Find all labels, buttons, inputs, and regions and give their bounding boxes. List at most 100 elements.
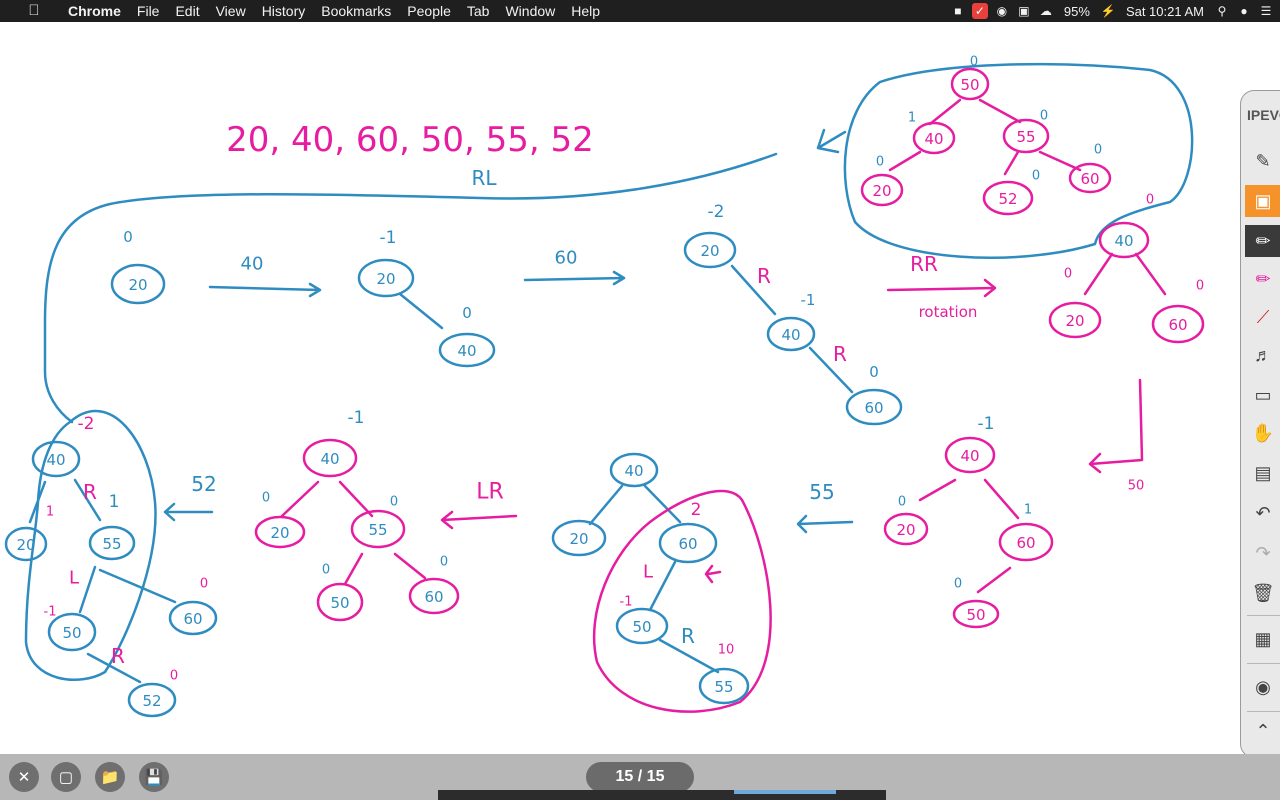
clock[interactable]: Sat 10:21 AM <box>1125 3 1204 19</box>
node-52-bl <box>127 682 177 718</box>
record-stop-icon[interactable]: ■ <box>954 4 962 18</box>
label-r-bl: R <box>83 480 97 504</box>
rotation-hint-arrow <box>704 564 722 584</box>
bf-m1-bal40: -1 <box>348 408 365 428</box>
hand-pan-icon[interactable]: ✋ <box>1251 422 1275 443</box>
node-40-r2-label: 40 <box>960 447 979 465</box>
node-50-mid <box>615 607 669 645</box>
menu-file[interactable]: File <box>136 3 160 19</box>
menu-history[interactable]: History <box>261 3 306 19</box>
handwriting-tool-icon[interactable]: ✎ <box>1255 150 1271 171</box>
snapshot-camera-icon[interactable]: ◉ <box>1255 676 1271 697</box>
edge-40-60-r2 <box>808 346 854 394</box>
spotlight-search-icon[interactable]: ⚲ <box>1217 4 1227 18</box>
close-icon[interactable]: ✕ <box>9 762 39 792</box>
edge-40-20-d <box>588 484 624 526</box>
bf-1-bl55: 1 <box>109 492 120 512</box>
bf-m1-r2: -1 <box>978 414 995 434</box>
insert-50-arrow <box>1088 378 1144 474</box>
page-indicator[interactable]: 15 / 15 <box>586 762 694 792</box>
bf-1-tr40: 1 <box>908 111 916 126</box>
edge-55-50-e <box>343 552 364 586</box>
redo-icon[interactable]: ↷ <box>1255 542 1271 563</box>
battery-percentage: 95% <box>1063 3 1090 19</box>
menu-tab[interactable]: Tab <box>466 3 490 19</box>
new-page-icon[interactable]: ▢ <box>51 762 81 792</box>
edge-40-55-f <box>73 478 102 522</box>
whiteboard-canvas[interactable]: 20, 40, 60, 50, 55, 52 RL 20 0 40 -1 20 … <box>0 22 1240 754</box>
edge-50-52-f <box>86 652 142 684</box>
label-rl: RL <box>471 166 497 190</box>
notification-center-icon[interactable]: ☰ <box>1260 4 1272 18</box>
bf-m1-row1c: -1 <box>801 291 816 309</box>
red-line-icon[interactable]: ⟋ <box>1256 306 1270 327</box>
screen-capture-icon[interactable]: ▣ <box>1018 4 1030 18</box>
node-52-tr <box>982 180 1034 216</box>
node-40-row1c-label: 40 <box>781 326 800 344</box>
node-20-bl-label: 20 <box>16 536 35 554</box>
node-50-bl <box>47 612 97 652</box>
edge-50-60-f <box>98 568 177 604</box>
toolbox-icon[interactable]: ▤ <box>1254 462 1272 483</box>
trash-icon[interactable]: 🗑 <box>1251 582 1275 603</box>
node-52-tr-label: 52 <box>998 190 1017 208</box>
menu-app-name[interactable]: Chrome <box>68 3 121 19</box>
menu-bookmarks[interactable]: Bookmarks <box>321 3 392 19</box>
node-20-rot-label: 20 <box>1065 312 1084 330</box>
menu-window[interactable]: Window <box>505 3 556 19</box>
node-55-mid <box>698 667 750 705</box>
page-thumbnail-strip[interactable] <box>438 790 886 800</box>
annotation-app-icon[interactable]: ✓ <box>971 3 988 19</box>
bf-2-mid60: 2 <box>691 500 702 520</box>
battery-charging-icon[interactable]: ⚡ <box>1100 4 1116 18</box>
bf-0-tr55: 0 <box>1040 109 1048 124</box>
node-40-tr-label: 40 <box>924 130 943 148</box>
collapse-up-icon[interactable]: ⌃ <box>1255 720 1271 741</box>
bf-m2-row1c: -2 <box>708 202 725 222</box>
undo-icon[interactable]: ↶ <box>1255 502 1271 523</box>
node-40-mid <box>609 452 659 488</box>
node-50-bal <box>316 582 364 622</box>
node-60-tr <box>1068 162 1112 194</box>
edge-40-55-e <box>338 480 374 518</box>
bf-0-tr60: 0 <box>1094 143 1102 158</box>
pink-pen-icon[interactable]: ✏ <box>1255 268 1271 289</box>
menu-edit[interactable]: Edit <box>175 3 200 19</box>
blue-pen-icon[interactable]: ✏ <box>1245 225 1280 257</box>
edge-50-40-a <box>928 98 962 126</box>
siri-icon[interactable]: ● <box>1240 4 1248 18</box>
node-60-mid <box>658 522 718 564</box>
stamp-icon[interactable]: ♬ <box>1254 344 1272 365</box>
menu-people[interactable]: People <box>407 3 451 19</box>
cloud-sync-icon[interactable]: ☁ <box>1039 4 1052 18</box>
bf-m1-row1b: -1 <box>380 228 397 248</box>
arrow-insert-52 <box>163 502 214 522</box>
edge-40-20-b <box>1083 252 1114 296</box>
insertion-sequence: 20, 40, 60, 50, 55, 52 <box>226 120 594 160</box>
node-55-bal-label: 55 <box>368 521 387 539</box>
node-40-mid-label: 40 <box>624 462 643 480</box>
save-icon[interactable]: 💾 <box>139 762 169 792</box>
node-50-tr-label: 50 <box>960 76 979 94</box>
apple-menu-icon[interactable]:  <box>8 0 60 22</box>
menu-view[interactable]: View <box>215 3 246 19</box>
node-60-bal <box>408 577 460 615</box>
eraser-icon[interactable]: ▭ <box>1254 384 1272 405</box>
node-20-rot <box>1048 301 1102 339</box>
pointer-arrow <box>816 128 847 154</box>
select-area-icon[interactable]: ▦ <box>1254 628 1272 649</box>
label-r-mid: R <box>681 624 695 648</box>
node-50-tr <box>950 67 990 101</box>
bf-m1-bl50: -1 <box>44 605 57 620</box>
menu-help[interactable]: Help <box>571 3 601 19</box>
edge-50-55-a <box>978 98 1022 124</box>
arrow-insert-55 <box>796 514 854 534</box>
node-60-row1c-label: 60 <box>864 399 883 417</box>
edge-50-55-d <box>658 638 720 674</box>
edge-40-60-b <box>1134 252 1167 296</box>
node-60-bl-label: 60 <box>183 610 202 628</box>
open-folder-icon[interactable]: 📁 <box>95 762 125 792</box>
camera-app-icon[interactable]: ◉ <box>996 4 1008 18</box>
node-55-bl <box>88 525 136 561</box>
whiteboard-mode-icon[interactable]: ▣ <box>1245 185 1280 217</box>
